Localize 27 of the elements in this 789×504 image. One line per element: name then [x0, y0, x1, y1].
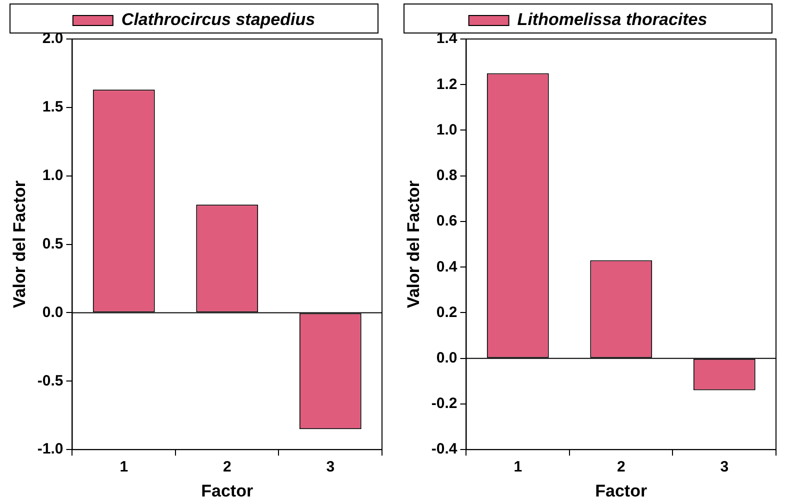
legend-label: Lithomelissa thoracites: [517, 10, 708, 30]
y-axis-title: Valor del Factor: [10, 180, 29, 308]
y-tick-label: 0.2: [436, 304, 458, 321]
x-tick-label: 2: [222, 458, 232, 476]
y-tick-label: -0.2: [431, 395, 458, 412]
x-tick-label: 1: [120, 458, 128, 476]
y-axis-title: Valor del Factor: [404, 180, 423, 308]
x-tick-label: 2: [616, 458, 626, 476]
y-tick-label: 1.0: [436, 121, 458, 138]
x-tick-label: 1: [514, 458, 522, 476]
y-tick-label: 1.5: [42, 98, 64, 116]
y-tick-label: -0.5: [37, 372, 64, 390]
y-tick-label: 0.6: [436, 212, 458, 230]
y-tick-label: 1.0: [42, 167, 64, 184]
y-tick-label: 0.0: [436, 349, 458, 366]
x-tick-label: 3: [720, 458, 729, 476]
x-tick-label: 3: [326, 458, 335, 476]
y-tick-label: 1.2: [436, 76, 458, 93]
legend-label: Clathrocircus stapedius: [121, 10, 316, 30]
x-axis-title: Factor: [201, 481, 254, 500]
y-tick-label: 0.4: [436, 258, 458, 276]
y-tick-label: -1.0: [37, 440, 64, 458]
y-tick-label: -0.4: [431, 440, 458, 458]
y-tick-label: 0.8: [436, 167, 458, 184]
x-axis-title: Factor: [595, 481, 648, 500]
y-tick-label: 0.5: [42, 235, 64, 252]
y-tick-label: 0.0: [42, 304, 64, 321]
